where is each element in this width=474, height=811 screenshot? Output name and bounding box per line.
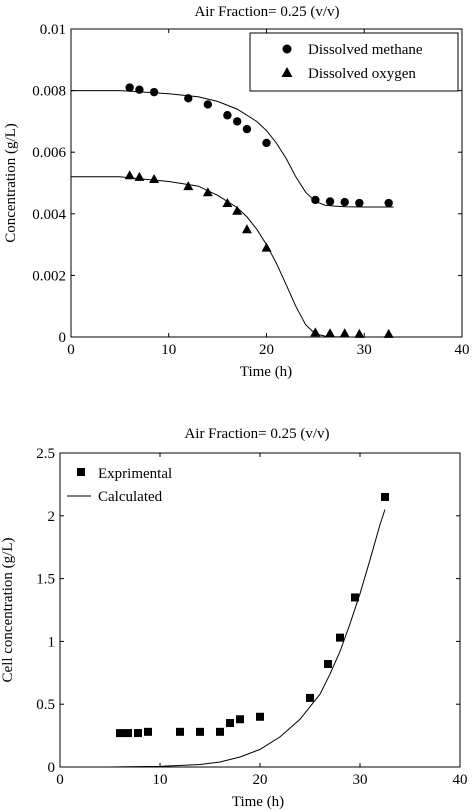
- data-point-triangle: [383, 328, 394, 338]
- data-point-triangle: [124, 170, 135, 180]
- x-tick-label: 20: [253, 772, 268, 788]
- y-tick-label: 0.008: [32, 84, 66, 100]
- y-tick-label: 0.01: [40, 22, 66, 38]
- data-point-circle: [184, 94, 193, 103]
- data-point-circle: [125, 83, 134, 92]
- chart-bottom-x-label: Time (h): [232, 794, 284, 810]
- data-point-square: [196, 727, 204, 736]
- data-point-square: [144, 727, 152, 736]
- data-point-triangle: [325, 328, 336, 338]
- chart-top-legend: Dissolved methane Dissolved oxygen: [249, 32, 459, 92]
- model-curve: [60, 509, 386, 768]
- data-point-triangle: [354, 328, 365, 338]
- data-point-square: [236, 715, 244, 724]
- chart-bottom-y-label: Cell concentration (g/L): [0, 538, 16, 683]
- legend-label-oxygen: Dissolved oxygen: [308, 66, 416, 82]
- chart-top-ticks: 0 10 20 30 40 0 0.002 0.004 0.006 0.008 0.01: [32, 22, 469, 358]
- legend-square-marker: [77, 468, 85, 476]
- legend-label-calculated: Calculated: [98, 489, 163, 505]
- x-tick-label: 30: [357, 342, 372, 358]
- y-tick-label: 1.5: [36, 572, 55, 588]
- data-point-square: [124, 729, 132, 738]
- x-tick-label: 10: [153, 772, 168, 788]
- data-point-square: [351, 593, 359, 602]
- data-point-circle: [223, 111, 232, 120]
- data-point-triangle: [222, 198, 233, 208]
- x-tick-label: 20: [259, 342, 274, 358]
- model-curve: [71, 90, 394, 208]
- x-tick-label: 0: [56, 772, 64, 788]
- data-point-circle: [355, 198, 364, 208]
- chart-top-y-label: Concentration (g/L): [3, 123, 19, 243]
- data-point-circle: [242, 124, 252, 134]
- data-point-triangle: [149, 173, 160, 183]
- chart-bottom-ticks: 0 10 20 30 40 0 0.5 1 1.5 2 2.5: [36, 446, 467, 788]
- chart-top-lines: [71, 90, 394, 338]
- legend-circle-marker: [282, 44, 292, 54]
- legend-label-experimental: Exprimental: [98, 466, 172, 482]
- chart-bottom-marks: [116, 492, 389, 738]
- data-point-triangle: [183, 181, 194, 191]
- data-point-circle: [232, 117, 242, 126]
- data-point-circle: [135, 85, 144, 94]
- data-point-triangle: [241, 224, 252, 234]
- y-tick-label: 0.5: [36, 697, 55, 713]
- legend-label-methane: Dissolved methane: [308, 42, 423, 58]
- data-point-triangle: [232, 205, 243, 215]
- chart-bottom-title: Air Fraction= 0.25 (v/v): [184, 426, 329, 442]
- data-point-square: [306, 693, 314, 702]
- chart-top-marks: [124, 83, 394, 338]
- data-point-square: [336, 633, 344, 642]
- y-tick-label: 0.004: [32, 207, 66, 223]
- chart-bottom-lines: [60, 509, 386, 768]
- data-point-circle: [325, 197, 335, 206]
- data-point-square: [324, 660, 332, 669]
- x-tick-label: 30: [353, 772, 368, 788]
- y-tick-label: 0.006: [32, 145, 66, 161]
- data-point-square: [256, 712, 264, 721]
- data-point-circle: [340, 197, 349, 207]
- data-point-circle: [203, 100, 213, 109]
- y-tick-label: 2.5: [36, 446, 55, 462]
- data-point-square: [216, 727, 224, 736]
- data-point-square: [134, 729, 142, 738]
- data-point-circle: [384, 198, 393, 208]
- x-tick-label: 40: [453, 772, 468, 788]
- legend-triangle-marker: [281, 67, 293, 77]
- x-tick-label: 40: [455, 342, 470, 358]
- chart-top-x-label: Time (h): [240, 364, 292, 380]
- data-point-square: [226, 719, 234, 728]
- data-point-triangle: [261, 242, 272, 252]
- data-point-triangle: [202, 187, 213, 197]
- chart-top-title: Air Fraction= 0.25 (v/v): [194, 4, 339, 20]
- y-tick-label: 0: [48, 760, 56, 776]
- chart-top-legend-box: [249, 32, 459, 92]
- data-point-triangle: [134, 171, 145, 181]
- data-point-square: [116, 729, 124, 738]
- model-curve: [71, 176, 394, 338]
- chart-top: Air Fraction= 0.25 (v/v) 0 10 20 30 40 0 0.002…: [3, 4, 470, 380]
- y-tick-label: 0: [59, 330, 67, 346]
- x-tick-label: 10: [161, 342, 176, 358]
- y-tick-label: 1: [48, 634, 56, 650]
- data-point-triangle: [310, 327, 321, 337]
- x-tick-label: 0: [67, 342, 75, 358]
- data-point-circle: [311, 195, 320, 205]
- chart-bottom: Air Fraction= 0.25 (v/v) 0 10 20 30 40 0 0.5 1 1…: [0, 426, 468, 810]
- data-point-triangle: [339, 328, 350, 338]
- data-point-square: [176, 727, 184, 736]
- data-point-circle: [262, 138, 271, 148]
- chart-bottom-legend: Exprimental Calculated: [67, 466, 172, 505]
- y-tick-label: 0.002: [32, 268, 66, 284]
- data-point-circle: [149, 87, 159, 97]
- data-point-square: [381, 492, 389, 501]
- y-tick-label: 2: [48, 509, 56, 525]
